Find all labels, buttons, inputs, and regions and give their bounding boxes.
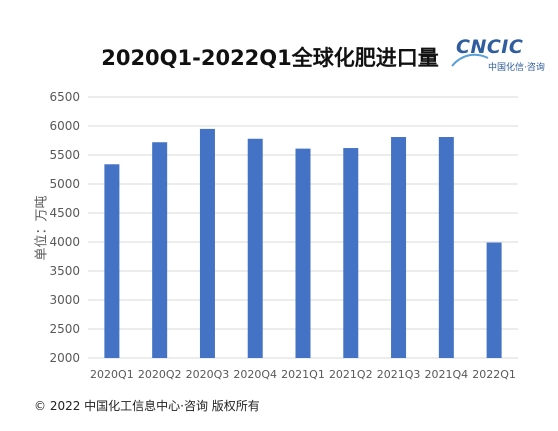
bar <box>247 138 263 358</box>
y-tick-label: 6500 <box>49 90 80 104</box>
x-tick-label: 2020Q1 <box>90 368 134 381</box>
bar <box>199 128 215 358</box>
y-tick-label: 3000 <box>49 293 80 307</box>
x-tick-label: 2021Q2 <box>329 368 373 381</box>
x-tick-label: 2020Q3 <box>186 368 230 381</box>
x-tick-label: 2021Q4 <box>425 368 469 381</box>
chart-title: 2020Q1-2022Q1全球化肥进口量 <box>101 46 439 70</box>
y-tick-label: 2500 <box>49 322 80 336</box>
y-tick-label: 4000 <box>49 235 80 249</box>
bar <box>391 137 407 358</box>
logo-swoosh-icon <box>451 53 489 67</box>
bar <box>152 142 168 358</box>
y-tick-label: 3500 <box>49 264 80 278</box>
y-tick-label: 5000 <box>49 177 80 191</box>
bar <box>343 148 359 358</box>
y-tick-label: 5500 <box>49 148 80 162</box>
bar <box>295 148 311 358</box>
copyright-footer: © 2022 中国化工信息中心·咨询 版权所有 <box>34 399 260 413</box>
logo-text: CNCIC <box>456 36 524 58</box>
y-tick-label: 6000 <box>49 119 80 133</box>
y-tick-label: 2000 <box>49 351 80 365</box>
bar <box>486 242 502 358</box>
bar <box>104 164 120 358</box>
cncic-logo: CNCIC 中国化信·咨询 <box>450 36 554 76</box>
x-tick-label: 2022Q1 <box>472 368 516 381</box>
x-tick-label: 2021Q3 <box>377 368 421 381</box>
x-tick-label: 2020Q4 <box>233 368 277 381</box>
x-tick-label: 2020Q2 <box>138 368 182 381</box>
logo-subtitle: 中国化信·咨询 <box>488 63 545 73</box>
x-tick-label: 2021Q1 <box>281 368 325 381</box>
bar <box>438 137 454 358</box>
y-tick-label: 4500 <box>49 206 80 220</box>
